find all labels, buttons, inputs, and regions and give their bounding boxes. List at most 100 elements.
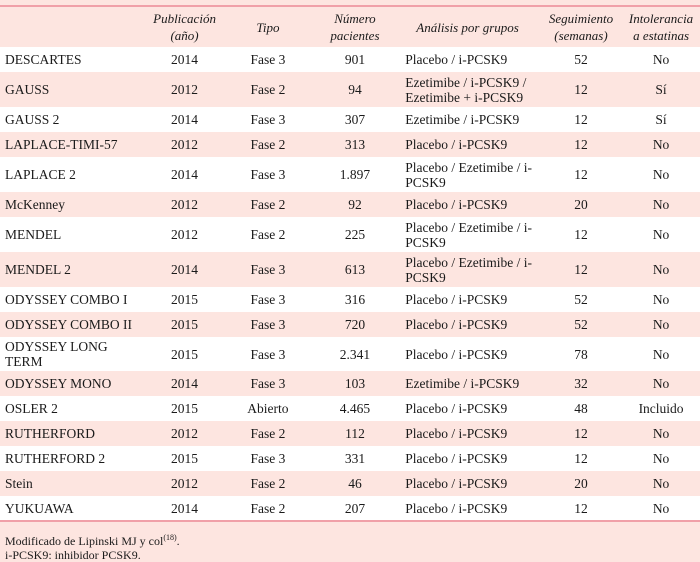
table-notes: Modificado de Lipinski MJ y col(18). i-P…: [5, 531, 180, 562]
group-analysis: Placebo / i-PCSK9: [405, 346, 508, 362]
statin-intolerance: Sí: [655, 112, 667, 127]
table-row: ODYSSEY COMBO II 2015 Fase 3 720 Placebo / i…: [0, 312, 700, 337]
patients: 316: [344, 292, 366, 307]
table-header: Publicación (año) Tipo Número pacientes Aná…: [0, 7, 700, 47]
year: 2014: [171, 262, 199, 277]
column-header: Análisis por grupos: [416, 19, 519, 35]
patients: 901: [344, 52, 366, 67]
type: Fase 3: [250, 376, 286, 391]
follow-up: 12: [574, 262, 588, 277]
statin-intolerance: No: [652, 227, 670, 242]
follow-up: 78: [574, 346, 588, 362]
type: Fase 3: [250, 317, 286, 332]
table-row: MENDEL 2012 Fase 2 225 Placebo / Ezetimibe /…: [0, 217, 700, 252]
table-row: McKenney 2012 Fase 2 92 Placebo / i-PCSK9 20 N…: [0, 192, 700, 217]
patients: 46: [348, 476, 362, 491]
abbreviation-note: i-PCSK9: inhibidor PCSK9.: [5, 548, 141, 562]
follow-up: 52: [574, 292, 588, 307]
follow-up: 52: [574, 317, 588, 332]
type: Fase 2: [250, 227, 286, 242]
table-row: MENDEL 2 2014 Fase 3 613 Placebo / Ezetimibe…: [0, 252, 700, 287]
column-header: Publicación (año): [153, 11, 216, 43]
patients: 103: [344, 376, 366, 391]
table-row: LAPLACE-TIMI-57 2012 Fase 2 313 Placebo / i-…: [0, 132, 700, 157]
statin-intolerance: No: [652, 476, 670, 491]
patients: 92: [348, 197, 362, 212]
table-row: Stein 2012 Fase 2 46 Placebo / i-PCSK9 20 No: [0, 471, 700, 496]
statin-intolerance: No: [652, 52, 670, 67]
type: Fase 3: [250, 167, 286, 182]
year: 2015: [171, 451, 199, 466]
follow-up: 12: [574, 227, 588, 242]
group-analysis: Placebo / i-PCSK9: [405, 426, 508, 441]
group-analysis: Placebo / Ezetimibe / i-PCSK9: [405, 254, 532, 285]
follow-up: 12: [539, 496, 623, 522]
follow-up: 12: [574, 137, 588, 152]
year: 2012: [171, 82, 199, 97]
follow-up: 12: [574, 426, 588, 441]
table-row: ODYSSEY COMBO I 2015 Fase 3 316 Placebo / i-…: [0, 287, 700, 312]
follow-up: 12: [574, 167, 588, 182]
table-row: LAPLACE 2 2014 Fase 3 1.897 Placebo / Ezetim…: [0, 157, 700, 192]
table-row: YUKUAWA 2014 Fase 2 207 Placebo / i-PCSK9 12 N…: [0, 496, 700, 522]
follow-up: 32: [574, 376, 588, 391]
group-analysis: Placebo / i-PCSK9: [405, 197, 508, 212]
group-analysis: Placebo / i-PCSK9: [405, 52, 508, 67]
statin-intolerance: No: [652, 346, 670, 362]
group-analysis: Placebo / i-PCSK9: [405, 401, 508, 416]
column-header: Número pacientes: [330, 11, 380, 43]
group-analysis: Ezetimibe / i-PCSK9: [405, 376, 520, 391]
type: Fase 2: [250, 197, 286, 212]
type: Fase 3: [250, 451, 286, 466]
year: 2015: [171, 292, 199, 307]
table-row: ODYSSEY MONO 2014 Fase 3 103 Ezetimibe / i-P…: [0, 371, 700, 396]
statin-intolerance: No: [652, 426, 670, 441]
year: 2015: [171, 346, 199, 362]
group-analysis: Placebo / i-PCSK9: [405, 317, 508, 332]
patients: 2.341: [339, 346, 371, 362]
group-analysis: Ezetimibe / i-PCSK9: [405, 112, 520, 127]
type: Fase 2: [221, 496, 315, 522]
year: 2012: [171, 197, 199, 212]
type: Fase 3: [250, 52, 286, 67]
statin-intolerance: No: [622, 496, 700, 522]
reference: (18): [163, 533, 177, 542]
column-header: Intolerancia a estatinas: [628, 11, 694, 43]
group-analysis: Placebo / i-PCSK9: [395, 496, 540, 522]
column-header: Tipo: [256, 19, 280, 35]
source-note: Modificado de Lipinski MJ y col(18).: [5, 533, 180, 548]
year: 2014: [171, 167, 199, 182]
follow-up: 12: [574, 82, 588, 97]
statin-intolerance: No: [652, 317, 670, 332]
year: 2015: [171, 401, 199, 416]
year: 2014: [147, 496, 222, 522]
follow-up: 12: [574, 451, 588, 466]
patients: 720: [344, 317, 366, 332]
type: Fase 2: [250, 137, 286, 152]
group-analysis: Placebo / i-PCSK9: [405, 451, 508, 466]
group-analysis: Placebo / i-PCSK9: [405, 137, 508, 152]
table-row: RUTHERFORD 2 2015 Fase 3 331 Placebo / i-PCS…: [0, 446, 700, 471]
study-name: GAUSS: [5, 82, 50, 97]
year: 2012: [171, 426, 199, 441]
patients: 613: [344, 262, 366, 277]
patients: 207: [314, 496, 396, 522]
group-analysis: Placebo / Ezetimibe / i-PCSK9: [405, 219, 532, 250]
study-name: RUTHERFORD 2: [5, 451, 106, 466]
follow-up: 52: [574, 52, 588, 67]
statin-intolerance: No: [652, 451, 670, 466]
table-row: GAUSS 2012 Fase 2 94 Ezetimibe / i-PCSK9 / E…: [0, 72, 700, 107]
type: Fase 2: [250, 426, 286, 441]
statin-intolerance: Sí: [655, 82, 667, 97]
follow-up: 20: [574, 476, 588, 491]
type: Fase 2: [250, 476, 286, 491]
study-name: ODYSSEY MONO: [5, 376, 112, 391]
year: 2014: [171, 52, 199, 67]
statin-intolerance: No: [652, 167, 670, 182]
study-name: ODYSSEY LONG TERM: [5, 339, 108, 369]
statin-intolerance: No: [652, 197, 670, 212]
trials-table: Publicación (año) Tipo Número pacientes Aná…: [0, 7, 700, 522]
type: Fase 3: [250, 262, 286, 277]
group-analysis: Ezetimibe / i-PCSK9 / Ezetimibe + i-PCSK…: [405, 74, 527, 105]
study-name: DESCARTES: [5, 52, 82, 67]
